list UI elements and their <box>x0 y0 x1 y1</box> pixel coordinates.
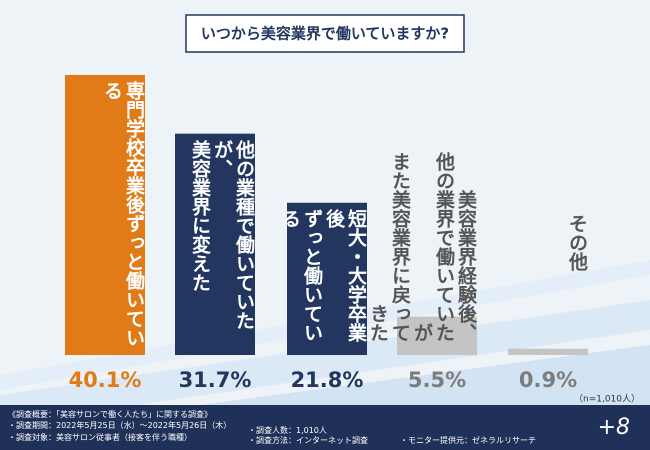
bar <box>65 75 145 355</box>
value-label: 40.1% <box>69 368 142 392</box>
value-label: 0.9% <box>519 368 577 392</box>
footer-line: ・モニター提供元：ゼネラルリサーチ <box>400 436 536 445</box>
category-label: 他の業種で働いていたが、 美容業界に変えた <box>189 139 255 330</box>
bar <box>175 133 255 355</box>
bar <box>508 348 588 355</box>
footer-line: ・調査期間：2022年5月25日（水）～2022年5月26日（木） <box>8 421 232 430</box>
title-box <box>185 14 465 53</box>
footer-line: ・調査方法：インターネット調査 <box>248 436 368 445</box>
bar <box>287 202 367 355</box>
value-label: 31.7% <box>179 368 252 392</box>
value-label: 21.8% <box>291 368 364 392</box>
category-label: その他 <box>566 213 588 271</box>
chart-title: いつから美容業界で働いていますか? <box>201 25 449 43</box>
footer-band <box>0 405 650 450</box>
footer-heading: 《調査概要：「美容サロンで働く人たち」に関する調査》 <box>8 410 212 419</box>
logo: +8 <box>598 415 630 440</box>
category-label: 専門学校卒業後ずっと働いている <box>101 81 145 347</box>
category-label: 短大・大学卒業後 ずっと働いている <box>279 208 367 342</box>
footer-line: ・調査人数：1,010人 <box>248 426 327 435</box>
value-label: 5.5% <box>408 368 466 392</box>
bar <box>397 316 477 355</box>
footer-line: ・調査対象：美容サロン従事者（接客を伴う職種） <box>8 433 192 442</box>
sample-note: （n=1,010人） <box>574 394 640 405</box>
category-label: 美容業界経験後、 他の業界で働いていたが また美容業界に戻ってきた <box>367 151 477 342</box>
stripe <box>0 300 650 425</box>
stripe <box>200 345 650 405</box>
